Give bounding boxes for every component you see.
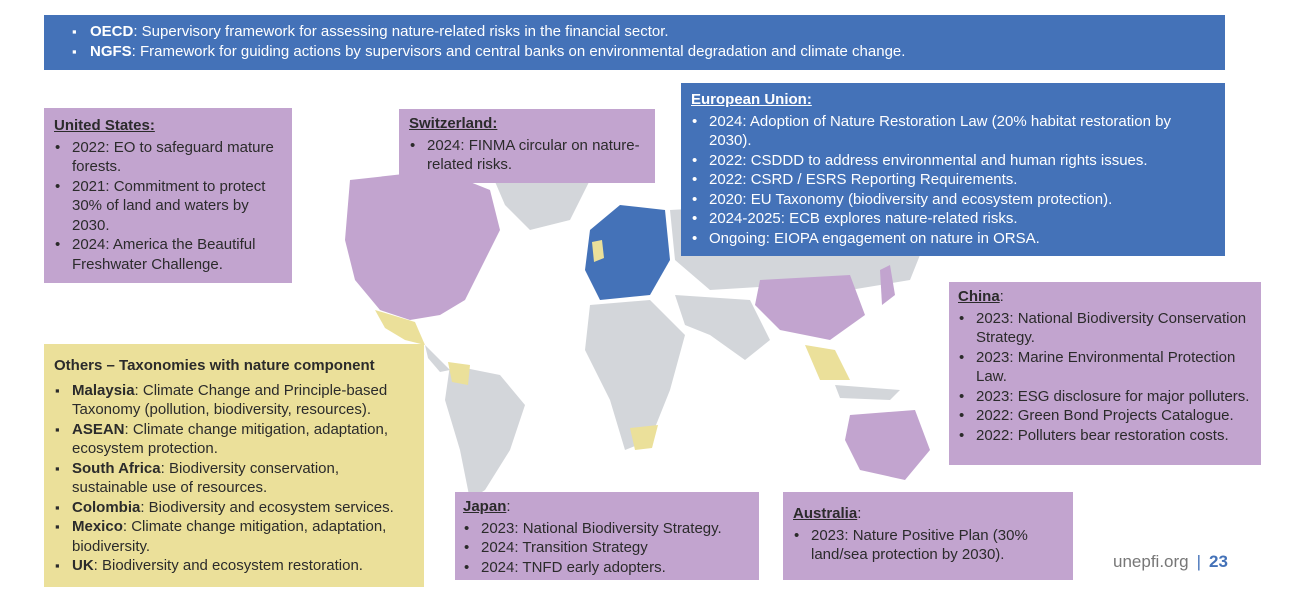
japan-title: Japan: — [463, 498, 511, 515]
map-china — [755, 275, 865, 340]
map-africa — [585, 300, 685, 450]
map-indonesia — [835, 385, 900, 400]
map-south-america — [445, 365, 525, 500]
list-item: 2021: Commitment to protect 30% of land … — [55, 177, 282, 236]
footer-site-link[interactable]: unepfi.org — [1113, 552, 1189, 571]
japan-list: 2023: National Biodiversity Strategy. 20… — [463, 519, 751, 578]
united-states-list: 2022: EO to safeguard mature forests. 20… — [54, 138, 282, 275]
switzerland-title: Switzerland: — [409, 115, 498, 132]
list-item: 2024: Adoption of Nature Restoration Law… — [692, 112, 1215, 151]
australia-title: Australia: — [793, 505, 862, 522]
list-item: 2022: CSDDD to address environmental and… — [692, 151, 1215, 171]
japan-panel: Japan: 2023: National Biodiversity Strat… — [455, 492, 759, 580]
european-union-panel: European Union: 2024: Adoption of Nature… — [681, 83, 1225, 256]
list-item: 2022: Polluters bear restoration costs. — [959, 426, 1251, 446]
other-taxonomies-panel: Others – Taxonomies with nature componen… — [44, 344, 424, 587]
map-mexico — [375, 310, 425, 345]
united-states-title: United States: — [54, 117, 155, 134]
list-item: ASEAN: Climate change mitigation, adapta… — [55, 420, 414, 459]
list-item: 2024: Transition Strategy — [464, 538, 751, 558]
australia-list: 2023: Nature Positive Plan (30% land/sea… — [793, 526, 1063, 565]
european-union-title: European Union: — [691, 91, 812, 108]
list-item: Mexico: Climate change mitigation, adapt… — [55, 517, 414, 556]
australia-panel: Australia: 2023: Nature Positive Plan (3… — [783, 492, 1073, 580]
map-north-america — [345, 170, 500, 320]
list-item: 2022: CSRD / ESRS Reporting Requirements… — [692, 170, 1215, 190]
switzerland-list: 2024: FINMA circular on nature-related r… — [409, 136, 645, 175]
map-central-america — [425, 345, 450, 372]
map-south-africa — [630, 425, 658, 450]
list-item: 2023: ESG disclosure for major polluters… — [959, 387, 1251, 407]
list-item: UK: Biodiversity and ecosystem restorati… — [55, 556, 414, 576]
european-union-list: 2024: Adoption of Nature Restoration Law… — [691, 112, 1215, 249]
footer: unepfi.org | 23 — [1113, 552, 1228, 572]
other-taxonomies-title: Others – Taxonomies with nature componen… — [54, 357, 375, 374]
china-panel: China: 2023: National Biodiversity Conse… — [949, 282, 1261, 465]
ngfs-item: NGFS: Framework for guiding actions by s… — [72, 42, 1213, 62]
list-item: Malaysia: Climate Change and Principle-b… — [55, 381, 414, 420]
list-item: 2022: Green Bond Projects Catalogue. — [959, 406, 1251, 426]
list-item: South Africa: Biodiversity conservation,… — [55, 459, 414, 498]
list-item: 2024-2025: ECB explores nature-related r… — [692, 209, 1215, 229]
map-uk — [592, 240, 604, 262]
list-item: 2023: Marine Environmental Protection La… — [959, 348, 1251, 387]
map-colombia — [448, 362, 470, 385]
list-item: 2024: America the Beautiful Freshwater C… — [55, 235, 282, 274]
list-item: Colombia: Biodiversity and ecosystem ser… — [55, 498, 414, 518]
page-number: 23 — [1209, 552, 1228, 571]
list-item: 2023: Nature Positive Plan (30% land/sea… — [794, 526, 1063, 565]
footer-separator: | — [1196, 552, 1202, 571]
map-middle-east — [675, 295, 770, 360]
other-taxonomies-list: Malaysia: Climate Change and Principle-b… — [54, 381, 414, 576]
oecd-item: OECD: Supervisory framework for assessin… — [72, 22, 1213, 42]
list-item: 2020: EU Taxonomy (biodiversity and ecos… — [692, 190, 1215, 210]
china-title: China: — [958, 288, 1004, 305]
list-item: 2024: TNFD early adopters. — [464, 558, 751, 578]
china-list: 2023: National Biodiversity Conservation… — [958, 309, 1251, 446]
list-item: 2023: National Biodiversity Conservation… — [959, 309, 1251, 348]
united-states-panel: United States: 2022: EO to safeguard mat… — [44, 108, 292, 283]
list-item: 2024: FINMA circular on nature-related r… — [410, 136, 645, 175]
map-europe — [585, 205, 670, 300]
map-australia — [845, 410, 930, 480]
map-japan — [880, 265, 895, 305]
switzerland-panel: Switzerland: 2024: FINMA circular on nat… — [399, 109, 655, 183]
list-item: 2022: EO to safeguard mature forests. — [55, 138, 282, 177]
map-asean — [805, 345, 850, 380]
oecd-ngfs-list: OECD: Supervisory framework for assessin… — [72, 22, 1213, 61]
oecd-ngfs-banner: OECD: Supervisory framework for assessin… — [44, 15, 1225, 70]
list-item: 2023: National Biodiversity Strategy. — [464, 519, 751, 539]
list-item: Ongoing: EIOPA engagement on nature in O… — [692, 229, 1215, 249]
